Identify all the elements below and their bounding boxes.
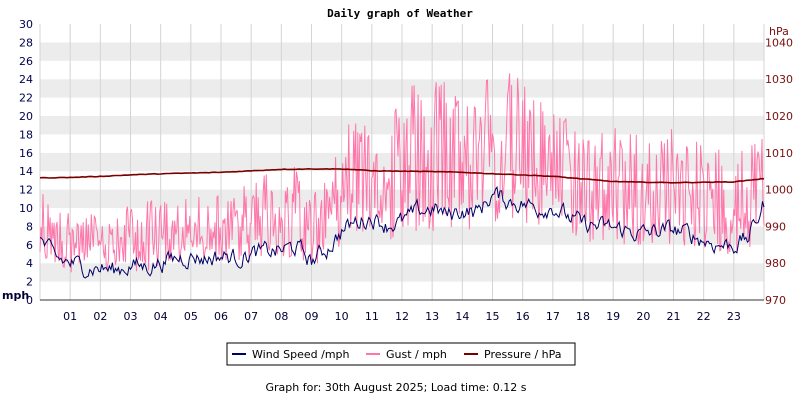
legend: Wind Speed /mph Gust / mph Pressure / hP… bbox=[226, 342, 576, 366]
left-tick-label: 20 bbox=[19, 110, 33, 123]
x-tick-label: 10 bbox=[335, 310, 349, 323]
x-tick-label: 19 bbox=[606, 310, 620, 323]
left-tick-label: 0 bbox=[26, 294, 33, 307]
legend-label-gust: Gust / mph bbox=[386, 348, 447, 361]
x-tick-label: 05 bbox=[184, 310, 198, 323]
right-tick-label: 990 bbox=[765, 220, 786, 233]
left-tick-label: 30 bbox=[19, 18, 33, 31]
series-line-gust bbox=[39, 73, 765, 273]
left-tick-label: 2 bbox=[26, 276, 33, 289]
x-tick-label: 14 bbox=[455, 310, 469, 323]
chart-title: Daily graph of Weather bbox=[327, 7, 473, 20]
right-tick-label: 1020 bbox=[765, 110, 793, 123]
x-tick-label: 12 bbox=[395, 310, 409, 323]
left-tick-label: 28 bbox=[19, 36, 33, 49]
x-tick-label: 22 bbox=[697, 310, 711, 323]
x-tick-label: 21 bbox=[667, 310, 681, 323]
x-tick-label: 11 bbox=[365, 310, 379, 323]
series-line-pressure bbox=[39, 167, 765, 184]
left-tick-label: 22 bbox=[19, 92, 33, 105]
left-tick-label: 26 bbox=[19, 55, 33, 68]
legend-label-wind: Wind Speed /mph bbox=[252, 348, 350, 361]
x-tick-label: 08 bbox=[274, 310, 288, 323]
x-tick-label: 13 bbox=[425, 310, 439, 323]
x-tick-label: 06 bbox=[214, 310, 228, 323]
series-line-wind-speed bbox=[39, 185, 765, 279]
graph-footer: Graph for: 30th August 2025; Load time: … bbox=[266, 381, 527, 394]
left-tick-label: 12 bbox=[19, 184, 33, 197]
left-tick-label: 4 bbox=[26, 257, 33, 270]
right-axis-unit: hPa bbox=[769, 25, 789, 38]
left-tick-label: 8 bbox=[26, 220, 33, 233]
x-tick-label: 03 bbox=[124, 310, 138, 323]
left-axis-unit: mph bbox=[2, 289, 29, 302]
right-axis-ticks: 970 980 990 1000 1010 1020 1030 1040 bbox=[765, 36, 793, 307]
x-tick-label: 20 bbox=[636, 310, 650, 323]
left-tick-label: 18 bbox=[19, 128, 33, 141]
vertical-gridlines bbox=[39, 24, 765, 300]
x-tick-label: 17 bbox=[546, 310, 560, 323]
x-tick-label: 23 bbox=[727, 310, 741, 323]
x-tick-label: 02 bbox=[93, 310, 107, 323]
right-tick-label: 1030 bbox=[765, 73, 793, 86]
left-tick-label: 10 bbox=[19, 202, 33, 215]
left-tick-label: 16 bbox=[19, 147, 33, 160]
right-tick-label: 1000 bbox=[765, 184, 793, 197]
legend-box bbox=[226, 342, 576, 366]
left-tick-label: 24 bbox=[19, 73, 33, 86]
right-tick-label: 1040 bbox=[765, 36, 793, 49]
x-tick-label: 15 bbox=[486, 310, 500, 323]
x-axis-ticks: 01 02 03 04 05 06 07 08 09 10 11 12 13 14 15 16 17 18 19 20… bbox=[63, 310, 741, 323]
x-tick-label: 04 bbox=[154, 310, 168, 323]
x-tick-label: 18 bbox=[576, 310, 590, 323]
right-tick-label: 1010 bbox=[765, 147, 793, 160]
x-tick-label: 07 bbox=[244, 310, 258, 323]
right-tick-label: 980 bbox=[765, 257, 786, 270]
series-layer bbox=[39, 73, 765, 279]
left-tick-label: 6 bbox=[26, 239, 33, 252]
left-tick-label: 14 bbox=[19, 165, 33, 178]
x-tick-label: 16 bbox=[516, 310, 530, 323]
legend-label-pressure: Pressure / hPa bbox=[484, 348, 562, 361]
x-tick-label: 09 bbox=[305, 310, 319, 323]
x-tick-label: 01 bbox=[63, 310, 77, 323]
right-tick-label: 970 bbox=[765, 294, 786, 307]
